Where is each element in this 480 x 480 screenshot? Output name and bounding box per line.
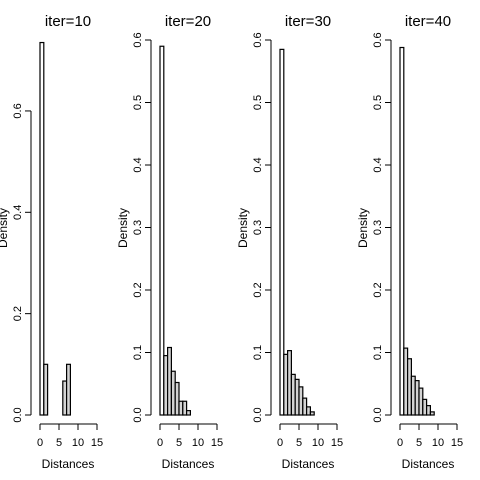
y-tick-label: 0.0 xyxy=(12,407,24,422)
x-tick-label: 15 xyxy=(91,437,103,449)
histogram-bar xyxy=(306,406,312,416)
histogram-bar xyxy=(65,363,71,416)
y-tick-label: 0.4 xyxy=(132,157,144,172)
histogram-bar xyxy=(174,381,180,416)
y-axis-label: Density xyxy=(356,208,370,248)
y-axis-label: Density xyxy=(116,208,130,248)
y-tick-label: 0.0 xyxy=(372,407,384,422)
x-tick-label: 10 xyxy=(72,437,84,449)
x-axis-label: Distances xyxy=(402,457,455,471)
y-tick-label: 0.3 xyxy=(252,220,264,235)
panel-title: iter=30 xyxy=(285,13,331,30)
x-tick-label: 15 xyxy=(211,437,223,449)
x-tick-label: 10 xyxy=(432,437,444,449)
histogram-bar xyxy=(309,411,315,416)
panel-title: iter=20 xyxy=(165,13,211,30)
histogram-bar xyxy=(426,405,432,416)
y-tick-label: 0.6 xyxy=(132,32,144,47)
histogram-bar xyxy=(279,48,285,416)
y-tick-label: 0.5 xyxy=(132,95,144,110)
y-axis-label: Density xyxy=(0,208,10,248)
x-tick-label: 5 xyxy=(56,437,62,449)
y-tick-label: 0.4 xyxy=(12,205,24,220)
histogram-bar xyxy=(186,410,192,416)
x-axis-label: Distances xyxy=(42,457,95,471)
histogram-bar xyxy=(43,363,49,416)
y-tick-label: 0.1 xyxy=(132,345,144,360)
x-tick-label: 0 xyxy=(277,437,283,449)
histogram-bar xyxy=(159,45,165,416)
x-tick-label: 0 xyxy=(157,437,163,449)
y-tick-label: 0.3 xyxy=(372,220,384,235)
y-tick-label: 0.4 xyxy=(252,157,264,172)
x-tick-label: 0 xyxy=(397,437,403,449)
histogram-panel: iter=30 0.0 0.1 0.2 0.3 0.4 0.5 0.6 Density 0 5 10 1… xyxy=(236,13,343,471)
x-tick-label: 5 xyxy=(416,437,422,449)
x-tick-label: 15 xyxy=(331,437,343,449)
y-tick-label: 0.2 xyxy=(372,282,384,297)
x-tick-label: 5 xyxy=(296,437,302,449)
y-tick-label: 0.6 xyxy=(12,103,24,118)
x-tick-label: 15 xyxy=(451,437,463,449)
y-axis-label: Density xyxy=(236,208,250,248)
y-tick-label: 0.6 xyxy=(252,32,264,47)
x-axis-label: Distances xyxy=(282,457,335,471)
histogram-panel: iter=40 0.0 0.1 0.2 0.3 0.4 0.5 0.6 Density 0 5 10 1… xyxy=(356,13,463,471)
y-tick-label: 0.2 xyxy=(12,306,24,321)
y-tick-label: 0.4 xyxy=(372,157,384,172)
x-tick-label: 5 xyxy=(176,437,182,449)
y-tick-label: 0.1 xyxy=(372,345,384,360)
x-tick-label: 10 xyxy=(192,437,204,449)
x-tick-label: 0 xyxy=(37,437,43,449)
panel-title: iter=10 xyxy=(45,13,91,30)
y-tick-label: 0.2 xyxy=(252,282,264,297)
histogram-bar xyxy=(182,400,188,416)
y-tick-label: 0.1 xyxy=(252,345,264,360)
histogram-panel: iter=10 0.0 0.2 0.4 0.6 Density 0 5 10 15 Distance… xyxy=(0,13,103,471)
histogram-bar xyxy=(429,411,435,416)
y-tick-label: 0.0 xyxy=(132,407,144,422)
panel-title: iter=40 xyxy=(405,13,451,30)
y-tick-label: 0.3 xyxy=(132,220,144,235)
y-tick-label: 0.0 xyxy=(252,407,264,422)
histogram-bar xyxy=(39,41,45,416)
y-tick-label: 0.5 xyxy=(252,95,264,110)
histogram-panel: iter=20 0.0 0.1 0.2 0.3 0.4 0.5 0.6 Density 0 5 10 1… xyxy=(116,13,223,471)
y-tick-label: 0.5 xyxy=(372,95,384,110)
y-tick-label: 0.6 xyxy=(372,32,384,47)
x-axis-label: Distances xyxy=(162,457,215,471)
x-tick-label: 10 xyxy=(312,437,324,449)
histogram-bar xyxy=(399,46,405,416)
y-tick-label: 0.2 xyxy=(132,282,144,297)
